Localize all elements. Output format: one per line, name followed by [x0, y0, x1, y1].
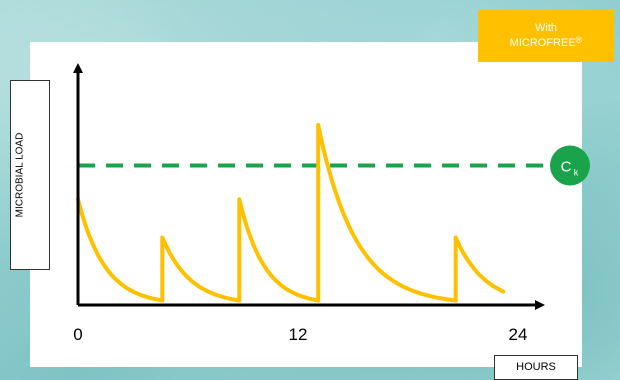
- x-axis-label: HOURS: [494, 355, 578, 380]
- x-tick-label: 12: [289, 325, 308, 344]
- series-segment-2: [160, 235, 242, 303]
- microfree-badge: With MICROFREE®: [478, 10, 614, 62]
- registered-mark: ®: [575, 35, 583, 45]
- chart-panel: [30, 42, 582, 367]
- series-segment-4: [316, 123, 458, 303]
- ck-label: C: [561, 159, 572, 176]
- x-tick-label: 0: [73, 325, 82, 344]
- ck-circle: [550, 145, 590, 186]
- series-segment-1: [76, 197, 165, 303]
- x-tick-label: 24: [509, 325, 528, 344]
- badge-line1: With: [535, 22, 557, 34]
- badge-line2: MICROFREE®: [478, 35, 614, 51]
- y-axis-label-box: [10, 80, 50, 270]
- badge-brand: MICROFREE: [509, 37, 576, 49]
- series-segment-5: [453, 235, 506, 303]
- series-segment-3: [237, 197, 321, 303]
- ck-subscript: k: [574, 168, 579, 178]
